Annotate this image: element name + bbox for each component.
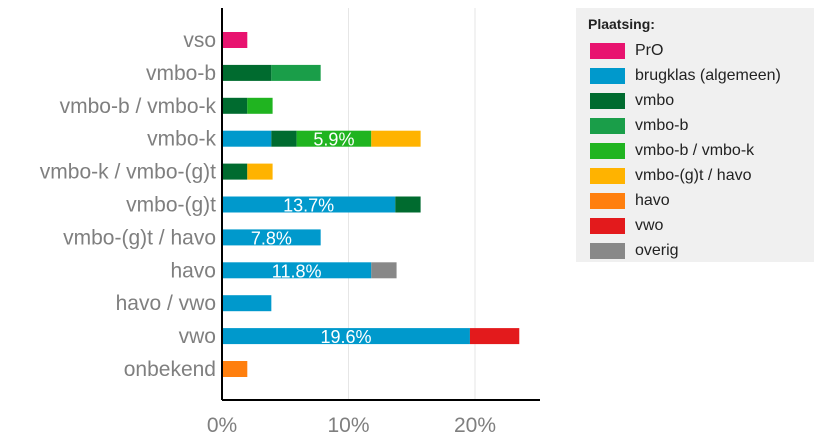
legend-item-vwo: vwo xyxy=(586,213,804,238)
legend-swatch xyxy=(590,192,625,209)
category-label-vmbo-b: vmbo-b xyxy=(146,62,216,85)
legend-label: vwo xyxy=(635,216,664,234)
bar-vmbo-k-vmbo-g-t-vmbo xyxy=(222,163,248,180)
legend-swatch xyxy=(590,42,625,59)
category-label-vmbo-g-t: vmbo-(g)t xyxy=(126,194,216,217)
category-label-vmbo-k: vmbo-k xyxy=(147,128,216,151)
legend-label: havo xyxy=(635,191,670,209)
legend-items: PrO brugklas (algemeen) vmbo vmbo-b vmbo-b /… xyxy=(586,38,804,263)
bar-vmbo-k-vmbo-g-t-havo xyxy=(371,130,421,147)
data-label-havo: 11.8% xyxy=(272,261,322,281)
bar-vmbo-k-vmbo-b-vmbo-k xyxy=(296,130,372,147)
category-labels: vso vmbo-b vmbo-b / vmbo-k vmbo-k vmbo-k / v… xyxy=(40,29,217,381)
data-label-vwo: 19.6% xyxy=(320,327,371,347)
bar-vmbo-g-t-brugklas-algemeen xyxy=(222,196,396,213)
data-label-vmbo-k: 5.9% xyxy=(313,130,354,150)
bar-vmbo-b-vmbo-b xyxy=(271,64,321,81)
bar-havo-brugklas-algemeen xyxy=(222,262,372,279)
category-label-havo: havo xyxy=(170,259,216,282)
category-label-vmbo-k-vmbo-g-t: vmbo-k / vmbo-(g)t xyxy=(40,161,216,184)
bar-havo-vwo-brugklas-algemeen xyxy=(222,295,272,312)
data-label-vmbo-g-t-havo: 7.8% xyxy=(251,228,292,248)
bar-vmbo-b-vmbo-k-vmbo xyxy=(222,97,248,114)
legend-label: overig xyxy=(635,241,679,259)
legend-label: vmbo-(g)t / havo xyxy=(635,166,752,184)
category-label-vmbo-g-t-havo: vmbo-(g)t / havo xyxy=(63,226,216,249)
legend-title: Plaatsing: xyxy=(588,16,655,32)
bar-vmbo-b-vmbo-k-vmbo-b-vmbo-k xyxy=(247,97,273,114)
tick-label-0: 0% xyxy=(207,414,237,436)
legend-item-overig: overig xyxy=(586,238,804,263)
legend-swatch xyxy=(590,142,625,159)
legend: Plaatsing: PrO brugklas (algemeen) vmbo vmb… xyxy=(576,8,814,262)
bar-vmbo-b-vmbo xyxy=(222,64,272,81)
bar-vwo-brugklas-algemeen xyxy=(222,328,470,345)
legend-swatch xyxy=(590,92,625,109)
bar-onbekend-havo xyxy=(222,361,248,377)
legend-item-pro: PrO xyxy=(586,38,804,63)
legend-item-vmbo-b-vmbo-k: vmbo-b / vmbo-k xyxy=(586,138,804,163)
legend-label: vmbo-b / vmbo-k xyxy=(635,141,755,159)
legend-label: PrO xyxy=(635,41,664,59)
category-label-vmbo-b-vmbo-k: vmbo-b / vmbo-k xyxy=(60,95,217,118)
legend-swatch xyxy=(590,167,625,184)
legend-item-vmbo-g-t-havo: vmbo-(g)t / havo xyxy=(586,163,804,188)
legend-item-vmbo: vmbo xyxy=(586,88,804,113)
bar-vmbo-k-brugklas-algemeen xyxy=(222,130,272,147)
legend-item-vmbo-b: vmbo-b xyxy=(586,113,804,138)
legend-item-brugklas-algemeen: brugklas (algemeen) xyxy=(586,63,804,88)
category-label-onbekend: onbekend xyxy=(124,358,216,381)
bars xyxy=(222,32,520,377)
bar-vmbo-k-vmbo-g-t-vmbo-g-t-havo xyxy=(247,163,273,180)
legend-label: vmbo xyxy=(635,91,675,109)
bar-vmbo-k-vmbo xyxy=(271,130,297,147)
legend-item-havo: havo xyxy=(586,188,804,213)
bar-havo-overig xyxy=(371,262,397,279)
legend-label: vmbo-b xyxy=(635,116,689,134)
bar-vmbo-g-t-havo-brugklas-algemeen xyxy=(222,229,321,246)
category-label-havo-vwo: havo / vwo xyxy=(116,292,216,315)
bar-vwo-vwo xyxy=(469,328,520,345)
bar-vso-pro xyxy=(222,32,248,48)
data-label-vmbo-g-t: 13.7% xyxy=(283,196,334,216)
legend-label: brugklas (algemeen) xyxy=(635,66,781,84)
legend-swatch xyxy=(590,67,625,84)
tick-label-10: 10% xyxy=(327,414,369,436)
legend-swatch xyxy=(590,217,625,234)
legend-swatch xyxy=(590,242,625,259)
bar-vmbo-g-t-vmbo xyxy=(395,196,421,213)
category-label-vwo: vwo xyxy=(179,325,216,348)
category-label-vso: vso xyxy=(183,29,216,52)
tick-label-20: 20% xyxy=(454,414,496,436)
tick-labels: 0% 10% 20% xyxy=(207,414,496,436)
data-labels: 5.9% 13.7% 7.8% 11.8% 19.6% xyxy=(251,130,372,347)
axes xyxy=(221,8,540,401)
legend-swatch xyxy=(590,117,625,134)
